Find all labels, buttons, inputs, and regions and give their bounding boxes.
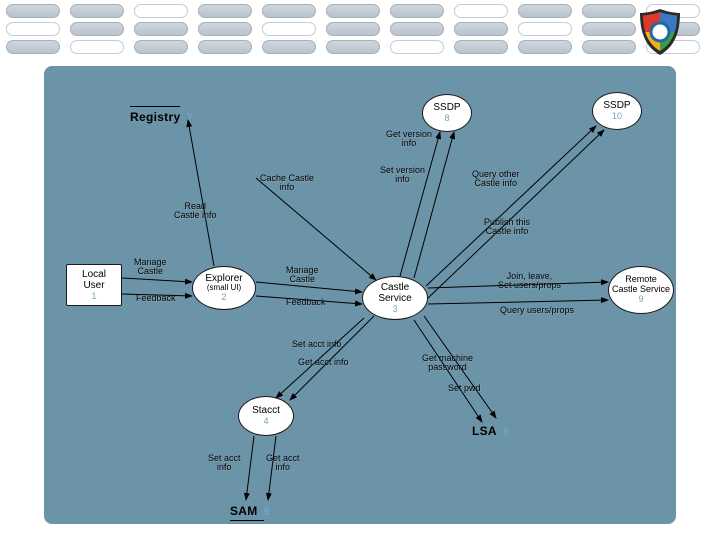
edge-label: Join, leave,Set users/props bbox=[498, 272, 561, 291]
node-label: Explorer bbox=[205, 273, 242, 284]
node-number: 2 bbox=[221, 293, 226, 303]
edge bbox=[188, 120, 214, 266]
header-dash bbox=[262, 40, 316, 54]
node-label: Castle Service bbox=[612, 285, 670, 295]
edge-label: Publish thisCastle info bbox=[484, 218, 530, 237]
header-dash bbox=[262, 4, 316, 18]
header-dash bbox=[518, 40, 572, 54]
label-text: Registry bbox=[130, 110, 180, 124]
header-dash bbox=[326, 4, 380, 18]
node-number: 10 bbox=[612, 112, 622, 122]
header-dash bbox=[198, 4, 252, 18]
header-dash bbox=[198, 22, 252, 36]
node-label: Service bbox=[378, 293, 411, 304]
edge bbox=[246, 436, 254, 500]
header-dash bbox=[198, 40, 252, 54]
header-dash bbox=[390, 40, 444, 54]
node-number: 1 bbox=[91, 292, 96, 302]
header-dash bbox=[70, 22, 124, 36]
header-dash bbox=[70, 40, 124, 54]
node-number: 3 bbox=[392, 305, 397, 315]
label-lsa: LSA 6 bbox=[472, 424, 509, 438]
edge-label: Get acct info bbox=[298, 358, 349, 367]
header-dash bbox=[134, 4, 188, 18]
node-stacct: Stacct 4 bbox=[238, 396, 294, 436]
header-dash bbox=[390, 4, 444, 18]
node-remote-castle-service: Remote Castle Service 9 bbox=[608, 266, 674, 314]
header-dash bbox=[262, 22, 316, 36]
label-number: 6 bbox=[503, 426, 509, 438]
header-dash bbox=[582, 22, 636, 36]
header-dash bbox=[6, 40, 60, 54]
header-dash bbox=[70, 4, 124, 18]
header-dash bbox=[582, 40, 636, 54]
node-label: Stacct bbox=[252, 405, 280, 416]
header-dash bbox=[582, 4, 636, 18]
header-dash-row bbox=[0, 4, 720, 20]
node-label: User bbox=[83, 280, 104, 291]
security-shield-icon bbox=[634, 6, 686, 58]
edge-label: Set acct info bbox=[292, 340, 342, 349]
label-text: LSA bbox=[472, 424, 497, 438]
node-local-user: Local User 1 bbox=[66, 264, 122, 306]
edge bbox=[426, 126, 596, 286]
node-castle-service: Castle Service 3 bbox=[362, 276, 428, 320]
edge-label: ManageCastle bbox=[134, 258, 167, 277]
header-dash bbox=[6, 4, 60, 18]
header-dash bbox=[134, 40, 188, 54]
header-dash bbox=[518, 22, 572, 36]
header-dash bbox=[518, 4, 572, 18]
edge bbox=[414, 132, 454, 278]
node-label: SSDP bbox=[603, 100, 630, 111]
edge-label: ManageCastle bbox=[286, 266, 319, 285]
header-dash bbox=[134, 22, 188, 36]
header-dash bbox=[454, 40, 508, 54]
header-dash bbox=[454, 22, 508, 36]
edge-label: Get machinepassword bbox=[422, 354, 473, 373]
diagram-panel: Local User 1 Explorer (small UI) 2 Castl… bbox=[44, 66, 676, 524]
edge-label: Feedback bbox=[136, 294, 176, 303]
label-number: 7 bbox=[186, 112, 192, 124]
node-ssdp-10: SSDP 10 bbox=[592, 92, 642, 130]
node-number: 4 bbox=[263, 417, 268, 427]
node-explorer: Explorer (small UI) 2 bbox=[192, 266, 256, 310]
edge-label: ReadCastle info bbox=[174, 202, 217, 221]
edge-label: Feedback bbox=[286, 298, 326, 307]
node-label: Castle bbox=[381, 282, 409, 293]
header-dash bbox=[390, 22, 444, 36]
header-dash bbox=[326, 22, 380, 36]
node-label: Local bbox=[82, 269, 106, 280]
node-label: (small UI) bbox=[207, 284, 241, 293]
header-dash-row bbox=[0, 22, 720, 38]
edge bbox=[400, 132, 440, 276]
label-registry: Registry 7 bbox=[130, 110, 193, 124]
label-text: SAM bbox=[230, 504, 258, 518]
node-number: 9 bbox=[638, 295, 643, 305]
header-dash bbox=[6, 22, 60, 36]
edge-label: Set pwd bbox=[448, 384, 481, 393]
edge-label: Set versioninfo bbox=[380, 166, 425, 185]
edge-label: Query otherCastle info bbox=[472, 170, 520, 189]
node-label: SSDP bbox=[433, 102, 460, 113]
edge-label: Query users/props bbox=[500, 306, 574, 315]
edge-label: Get acctinfo bbox=[266, 454, 300, 473]
header-dash-row bbox=[0, 40, 720, 56]
edge bbox=[122, 278, 192, 282]
edge bbox=[428, 300, 608, 304]
edge-label: Set acctinfo bbox=[208, 454, 241, 473]
header-dash bbox=[454, 4, 508, 18]
label-number: 5 bbox=[264, 506, 270, 518]
edge-label: Get versioninfo bbox=[386, 130, 432, 149]
node-ssdp-8: SSDP 8 bbox=[422, 94, 472, 132]
header-dash bbox=[326, 40, 380, 54]
label-sam: SAM 5 bbox=[230, 504, 270, 518]
node-number: 8 bbox=[444, 114, 449, 124]
edge-label: Cache Castleinfo bbox=[260, 174, 314, 193]
